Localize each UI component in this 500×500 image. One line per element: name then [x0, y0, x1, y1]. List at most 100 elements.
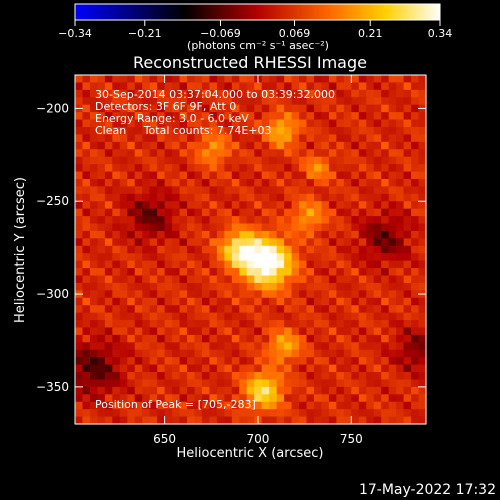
- heatmap-cell: [82, 238, 91, 247]
- heatmap-cell: [201, 141, 211, 150]
- heatmap-cell: [97, 119, 106, 128]
- heatmap-cell: [75, 134, 84, 143]
- heatmap-cell: [254, 357, 263, 366]
- heatmap-cell: [89, 394, 99, 403]
- heatmap-cell: [261, 164, 270, 173]
- heatmap-cell: [231, 223, 240, 232]
- heatmap-cell: [149, 282, 158, 291]
- heatmap-cell: [254, 290, 263, 299]
- heatmap-cell: [142, 201, 151, 210]
- heatmap-cell: [231, 238, 240, 247]
- heatmap-cell: [112, 208, 121, 217]
- heatmap-cell: [246, 216, 255, 225]
- heatmap-cell: [142, 178, 151, 187]
- y-axis-label: Heliocentric Y (arcsec): [13, 177, 28, 323]
- heatmap-cell: [194, 268, 203, 277]
- heatmap-cell: [119, 193, 128, 202]
- heatmap-cell: [276, 297, 285, 306]
- heatmap-cell: [75, 357, 84, 366]
- heatmap-cell: [396, 327, 405, 336]
- heatmap-cell: [261, 201, 270, 210]
- heatmap-cell: [157, 149, 166, 158]
- heatmap-cell: [142, 149, 151, 158]
- heatmap-cell: [119, 119, 128, 128]
- heatmap-cell: [358, 379, 367, 388]
- heatmap-cell: [254, 320, 263, 329]
- heatmap-cell: [75, 297, 84, 306]
- heatmap-cell: [396, 364, 405, 373]
- heatmap-cell: [336, 282, 345, 291]
- heatmap-cell: [239, 290, 248, 299]
- heatmap-cell: [231, 386, 240, 395]
- heatmap-cell: [299, 178, 308, 187]
- heatmap-cell: [313, 253, 323, 262]
- heatmap-cell: [82, 364, 91, 373]
- heatmap-cell: [216, 126, 225, 136]
- heatmap-cell: [343, 149, 352, 158]
- heatmap-cell: [187, 97, 196, 106]
- heatmap-cell: [299, 223, 308, 232]
- heatmap-cell: [396, 372, 405, 381]
- heatmap-cell: [418, 372, 427, 381]
- heatmap-cell: [403, 238, 412, 247]
- heatmap-cell: [157, 230, 166, 239]
- heatmap-cell: [403, 312, 412, 321]
- heatmap-cell: [157, 112, 166, 121]
- heatmap-cell: [75, 416, 84, 425]
- heatmap-cell: [366, 171, 375, 180]
- heatmap-cell: [254, 394, 263, 403]
- heatmap-cell: [75, 268, 84, 277]
- heatmap-cell: [373, 357, 382, 366]
- heatmap-cell: [269, 372, 278, 381]
- heatmap-cell: [224, 230, 233, 239]
- heatmap-cell: [418, 201, 427, 210]
- heatmap-cell: [254, 119, 263, 128]
- heatmap-cell: [313, 112, 323, 121]
- heatmap-cell: [172, 119, 181, 128]
- heatmap-cell: [187, 401, 196, 410]
- heatmap-cell: [306, 104, 315, 113]
- heatmap-cell: [388, 342, 397, 351]
- heatmap-cell: [261, 282, 270, 291]
- heatmap-cell: [291, 305, 300, 314]
- heatmap-cell: [411, 312, 420, 321]
- heatmap-cell: [321, 223, 330, 232]
- heatmap-cell: [201, 230, 211, 239]
- heatmap-cell: [313, 230, 323, 239]
- heatmap-cell: [343, 164, 352, 173]
- heatmap-cell: [239, 416, 248, 425]
- heatmap-cell: [351, 357, 360, 366]
- heatmap-cell: [231, 193, 240, 202]
- heatmap-cell: [112, 89, 121, 98]
- heatmap-cell: [201, 394, 211, 403]
- heatmap-cell: [82, 97, 91, 106]
- heatmap-cell: [127, 349, 136, 358]
- heatmap-cell: [194, 260, 203, 269]
- heatmap-cell: [403, 364, 412, 373]
- heatmap-cell: [246, 149, 255, 158]
- heatmap-cell: [231, 156, 240, 165]
- heatmap-cell: [418, 334, 427, 343]
- heatmap-cell: [209, 394, 218, 403]
- heatmap-cell: [418, 409, 427, 418]
- heatmap-cell: [418, 178, 427, 187]
- heatmap-cell: [291, 290, 300, 299]
- heatmap-cell: [418, 141, 427, 150]
- heatmap-cell: [306, 82, 315, 91]
- heatmap-cell: [351, 156, 360, 165]
- heatmap-cell: [276, 223, 285, 232]
- heatmap-cell: [209, 372, 218, 381]
- heatmap-cell: [75, 245, 84, 254]
- heatmap-cell: [246, 104, 255, 113]
- heatmap-cell: [142, 75, 151, 84]
- heatmap-cell: [284, 357, 293, 366]
- heatmap-cell: [142, 134, 151, 143]
- heatmap-cell: [239, 171, 248, 180]
- heatmap-cell: [313, 75, 323, 84]
- heatmap-cell: [209, 238, 218, 247]
- heatmap-cell: [216, 349, 225, 358]
- heatmap-cell: [388, 75, 397, 84]
- heatmap-cell: [119, 164, 128, 173]
- heatmap-cell: [284, 75, 293, 84]
- heatmap-cell: [284, 178, 293, 187]
